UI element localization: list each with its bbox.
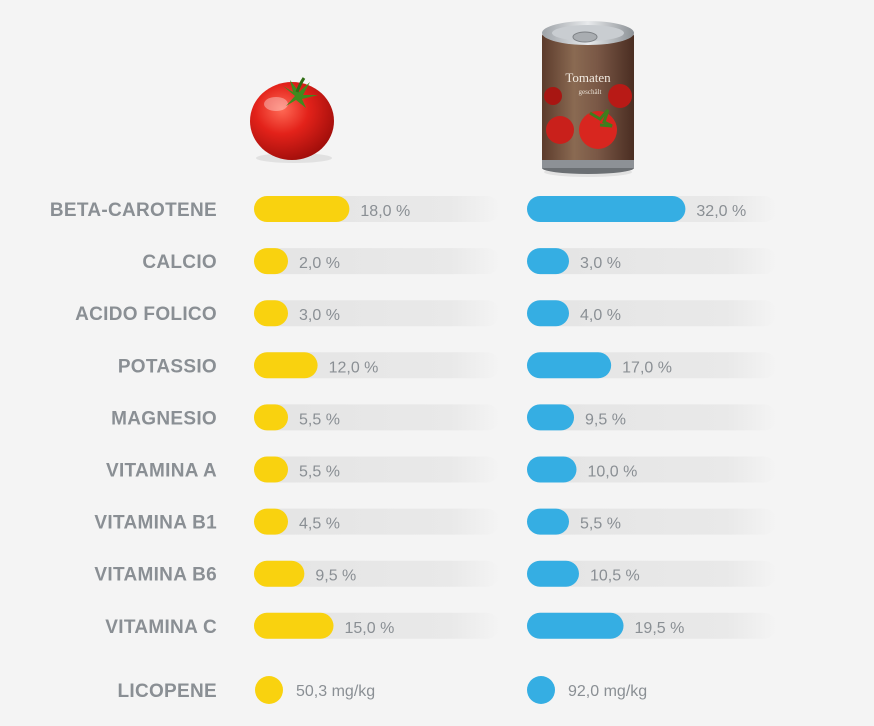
row-magnesio: MAGNESIO 5,5 % 9,5 % bbox=[111, 404, 777, 431]
canned-tomato-track bbox=[527, 300, 777, 327]
fresh-tomato-dot bbox=[255, 676, 283, 704]
row-licopene: LICOPENE 50,3 mg/kg 92,0 mg/kg bbox=[117, 676, 647, 704]
fresh-tomato-track bbox=[254, 248, 500, 275]
canned-tomato-track bbox=[527, 560, 777, 587]
fresh-tomato-value-label: 18,0 % bbox=[360, 203, 410, 220]
fresh-tomato-image bbox=[250, 77, 334, 163]
row-potassio: POTASSIO 12,0 % 17,0 % bbox=[118, 352, 777, 379]
canned-tomato-bar bbox=[527, 508, 569, 535]
can-label-title: Tomaten bbox=[565, 70, 611, 85]
fresh-tomato-bar bbox=[254, 196, 350, 222]
fresh-tomato-value-label: 2,0 % bbox=[299, 255, 340, 272]
category-label: BETA-CAROTENE bbox=[50, 200, 217, 221]
fresh-tomato-track bbox=[254, 404, 500, 431]
canned-tomato-value-label: 10,5 % bbox=[590, 568, 640, 585]
fresh-tomato-value-label: 5,5 % bbox=[299, 411, 340, 428]
canned-tomato-track bbox=[527, 404, 777, 431]
fresh-tomato-bar bbox=[254, 352, 318, 379]
canned-tomato-bar bbox=[527, 612, 624, 639]
fresh-tomato-licopene-value: 50,3 mg/kg bbox=[296, 683, 375, 700]
fresh-tomato-value-label: 12,0 % bbox=[329, 359, 379, 376]
canned-tomato-value-label: 17,0 % bbox=[622, 359, 672, 376]
category-label: CALCIO bbox=[142, 252, 217, 273]
category-label: LICOPENE bbox=[117, 681, 217, 702]
canned-tomato-value-label: 9,5 % bbox=[585, 411, 626, 428]
category-label: MAGNESIO bbox=[111, 408, 217, 429]
row-vitamina-b1: VITAMINA B1 4,5 % 5,5 % bbox=[94, 508, 777, 535]
category-label: VITAMINA A bbox=[106, 461, 217, 482]
fresh-tomato-track bbox=[254, 560, 500, 587]
fresh-tomato-bar bbox=[254, 456, 288, 483]
canned-tomato-bar bbox=[527, 560, 579, 587]
canned-tomato-licopene-value: 92,0 mg/kg bbox=[568, 683, 647, 700]
fresh-tomato-bar bbox=[254, 560, 305, 587]
fresh-tomato-bar bbox=[254, 508, 288, 535]
canned-tomato-value-label: 5,5 % bbox=[580, 516, 621, 533]
fresh-tomato-track bbox=[254, 508, 500, 535]
fresh-tomato-track bbox=[254, 300, 500, 327]
fresh-tomato-bar bbox=[254, 612, 334, 639]
fresh-tomato-value-label: 5,5 % bbox=[299, 464, 340, 481]
row-calcio: CALCIO 2,0 % 3,0 % bbox=[142, 248, 777, 275]
fresh-tomato-value-label: 4,5 % bbox=[299, 516, 340, 533]
fresh-tomato-bar bbox=[254, 248, 288, 275]
row-vitamina-c: VITAMINA C 15,0 % 19,5 % bbox=[105, 612, 777, 639]
category-label: VITAMINA B1 bbox=[94, 513, 217, 534]
canned-tomato-image: Tomaten geschält bbox=[542, 21, 634, 177]
fresh-tomato-track bbox=[254, 456, 500, 483]
canned-tomato-value-label: 4,0 % bbox=[580, 307, 621, 324]
row-vitamina-a: VITAMINA A 5,5 % 10,0 % bbox=[106, 456, 777, 483]
row-acido-folico: ACIDO FOLICO 3,0 % 4,0 % bbox=[75, 300, 777, 327]
canned-tomato-value-label: 10,0 % bbox=[588, 464, 638, 481]
category-label: VITAMINA C bbox=[105, 617, 217, 638]
fresh-tomato-bar bbox=[254, 300, 288, 327]
category-label: ACIDO FOLICO bbox=[75, 304, 217, 325]
canned-tomato-bar bbox=[527, 352, 612, 379]
canned-tomato-bar bbox=[527, 456, 577, 483]
canned-tomato-value-label: 19,5 % bbox=[635, 620, 685, 637]
canned-tomato-bar bbox=[527, 248, 569, 275]
canned-tomato-track bbox=[527, 508, 777, 535]
canned-tomato-track bbox=[527, 248, 777, 275]
canned-tomato-value-label: 32,0 % bbox=[696, 203, 746, 220]
fresh-tomato-value-label: 9,5 % bbox=[315, 568, 356, 585]
fresh-tomato-value-label: 15,0 % bbox=[345, 620, 395, 637]
canned-tomato-bar bbox=[527, 300, 569, 327]
canned-tomato-dot bbox=[527, 676, 555, 704]
category-label: VITAMINA B6 bbox=[94, 565, 217, 586]
canned-tomato-bar bbox=[527, 404, 575, 431]
canned-tomato-bar bbox=[527, 196, 686, 222]
fresh-tomato-value-label: 3,0 % bbox=[299, 307, 340, 324]
fresh-tomato-bar bbox=[254, 404, 288, 431]
row-vitamina-b6: VITAMINA B6 9,5 % 10,5 % bbox=[94, 560, 777, 587]
canned-tomato-value-label: 3,0 % bbox=[580, 255, 621, 272]
canned-tomato-track bbox=[527, 456, 777, 483]
can-label-subtitle: geschält bbox=[579, 88, 602, 96]
row-beta-carotene: BETA-CAROTENE 18,0 % 32,0 % bbox=[50, 196, 777, 222]
category-label: POTASSIO bbox=[118, 356, 217, 377]
